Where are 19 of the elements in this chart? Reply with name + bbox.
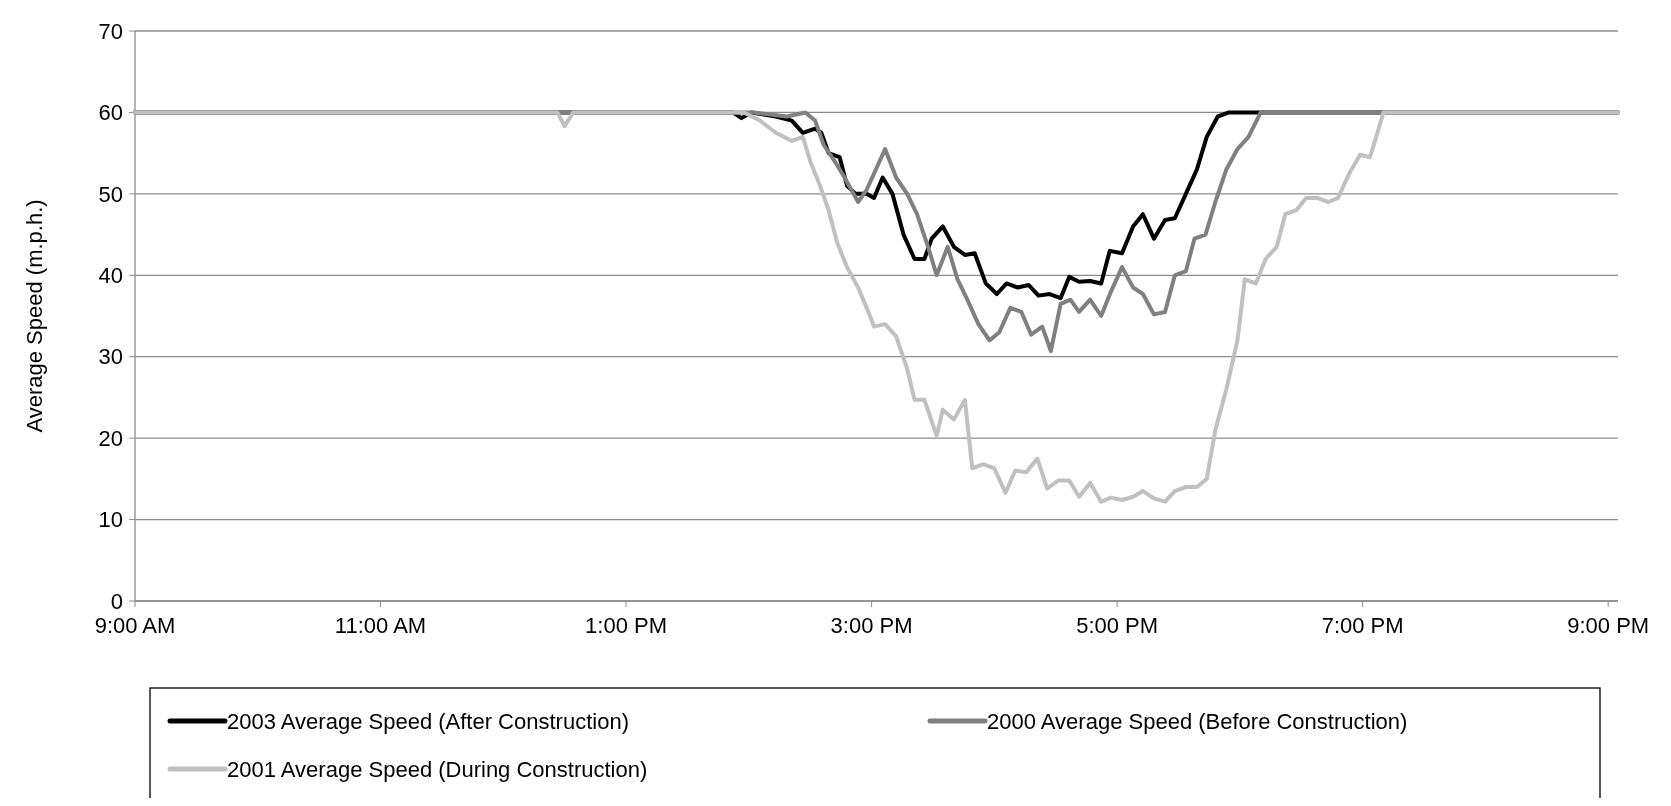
x-tick-label: 1:00 PM (585, 613, 668, 638)
x-tick-label: 11:00 AM (334, 613, 427, 638)
y-tick-label: 70 (98, 18, 123, 44)
y-tick-label: 30 (98, 344, 123, 370)
x-tick-label: 9:00 AM (94, 613, 176, 638)
x-tick-label: 3:00 PM (830, 613, 913, 638)
x-tick-label: 9:00 PM (1567, 613, 1650, 638)
y-tick-label: 60 (98, 100, 123, 126)
y-tick-label: 20 (98, 425, 123, 451)
y-tick-label: 0 (110, 588, 123, 614)
y-axis-title: Average Speed (m.p.h.) (22, 199, 47, 433)
y-tick-label: 50 (98, 181, 123, 207)
x-tick-label: 5:00 PM (1076, 613, 1159, 638)
legend-label: 2000 Average Speed (Before Construction) (987, 708, 1408, 734)
y-tick-label: 10 (98, 507, 123, 533)
legend-label: 2001 Average Speed (During Construction) (227, 756, 648, 782)
legend-label: 2003 Average Speed (After Construction) (227, 708, 629, 734)
x-tick-label: 7:00 PM (1321, 613, 1404, 638)
y-tick-label: 40 (98, 262, 123, 288)
